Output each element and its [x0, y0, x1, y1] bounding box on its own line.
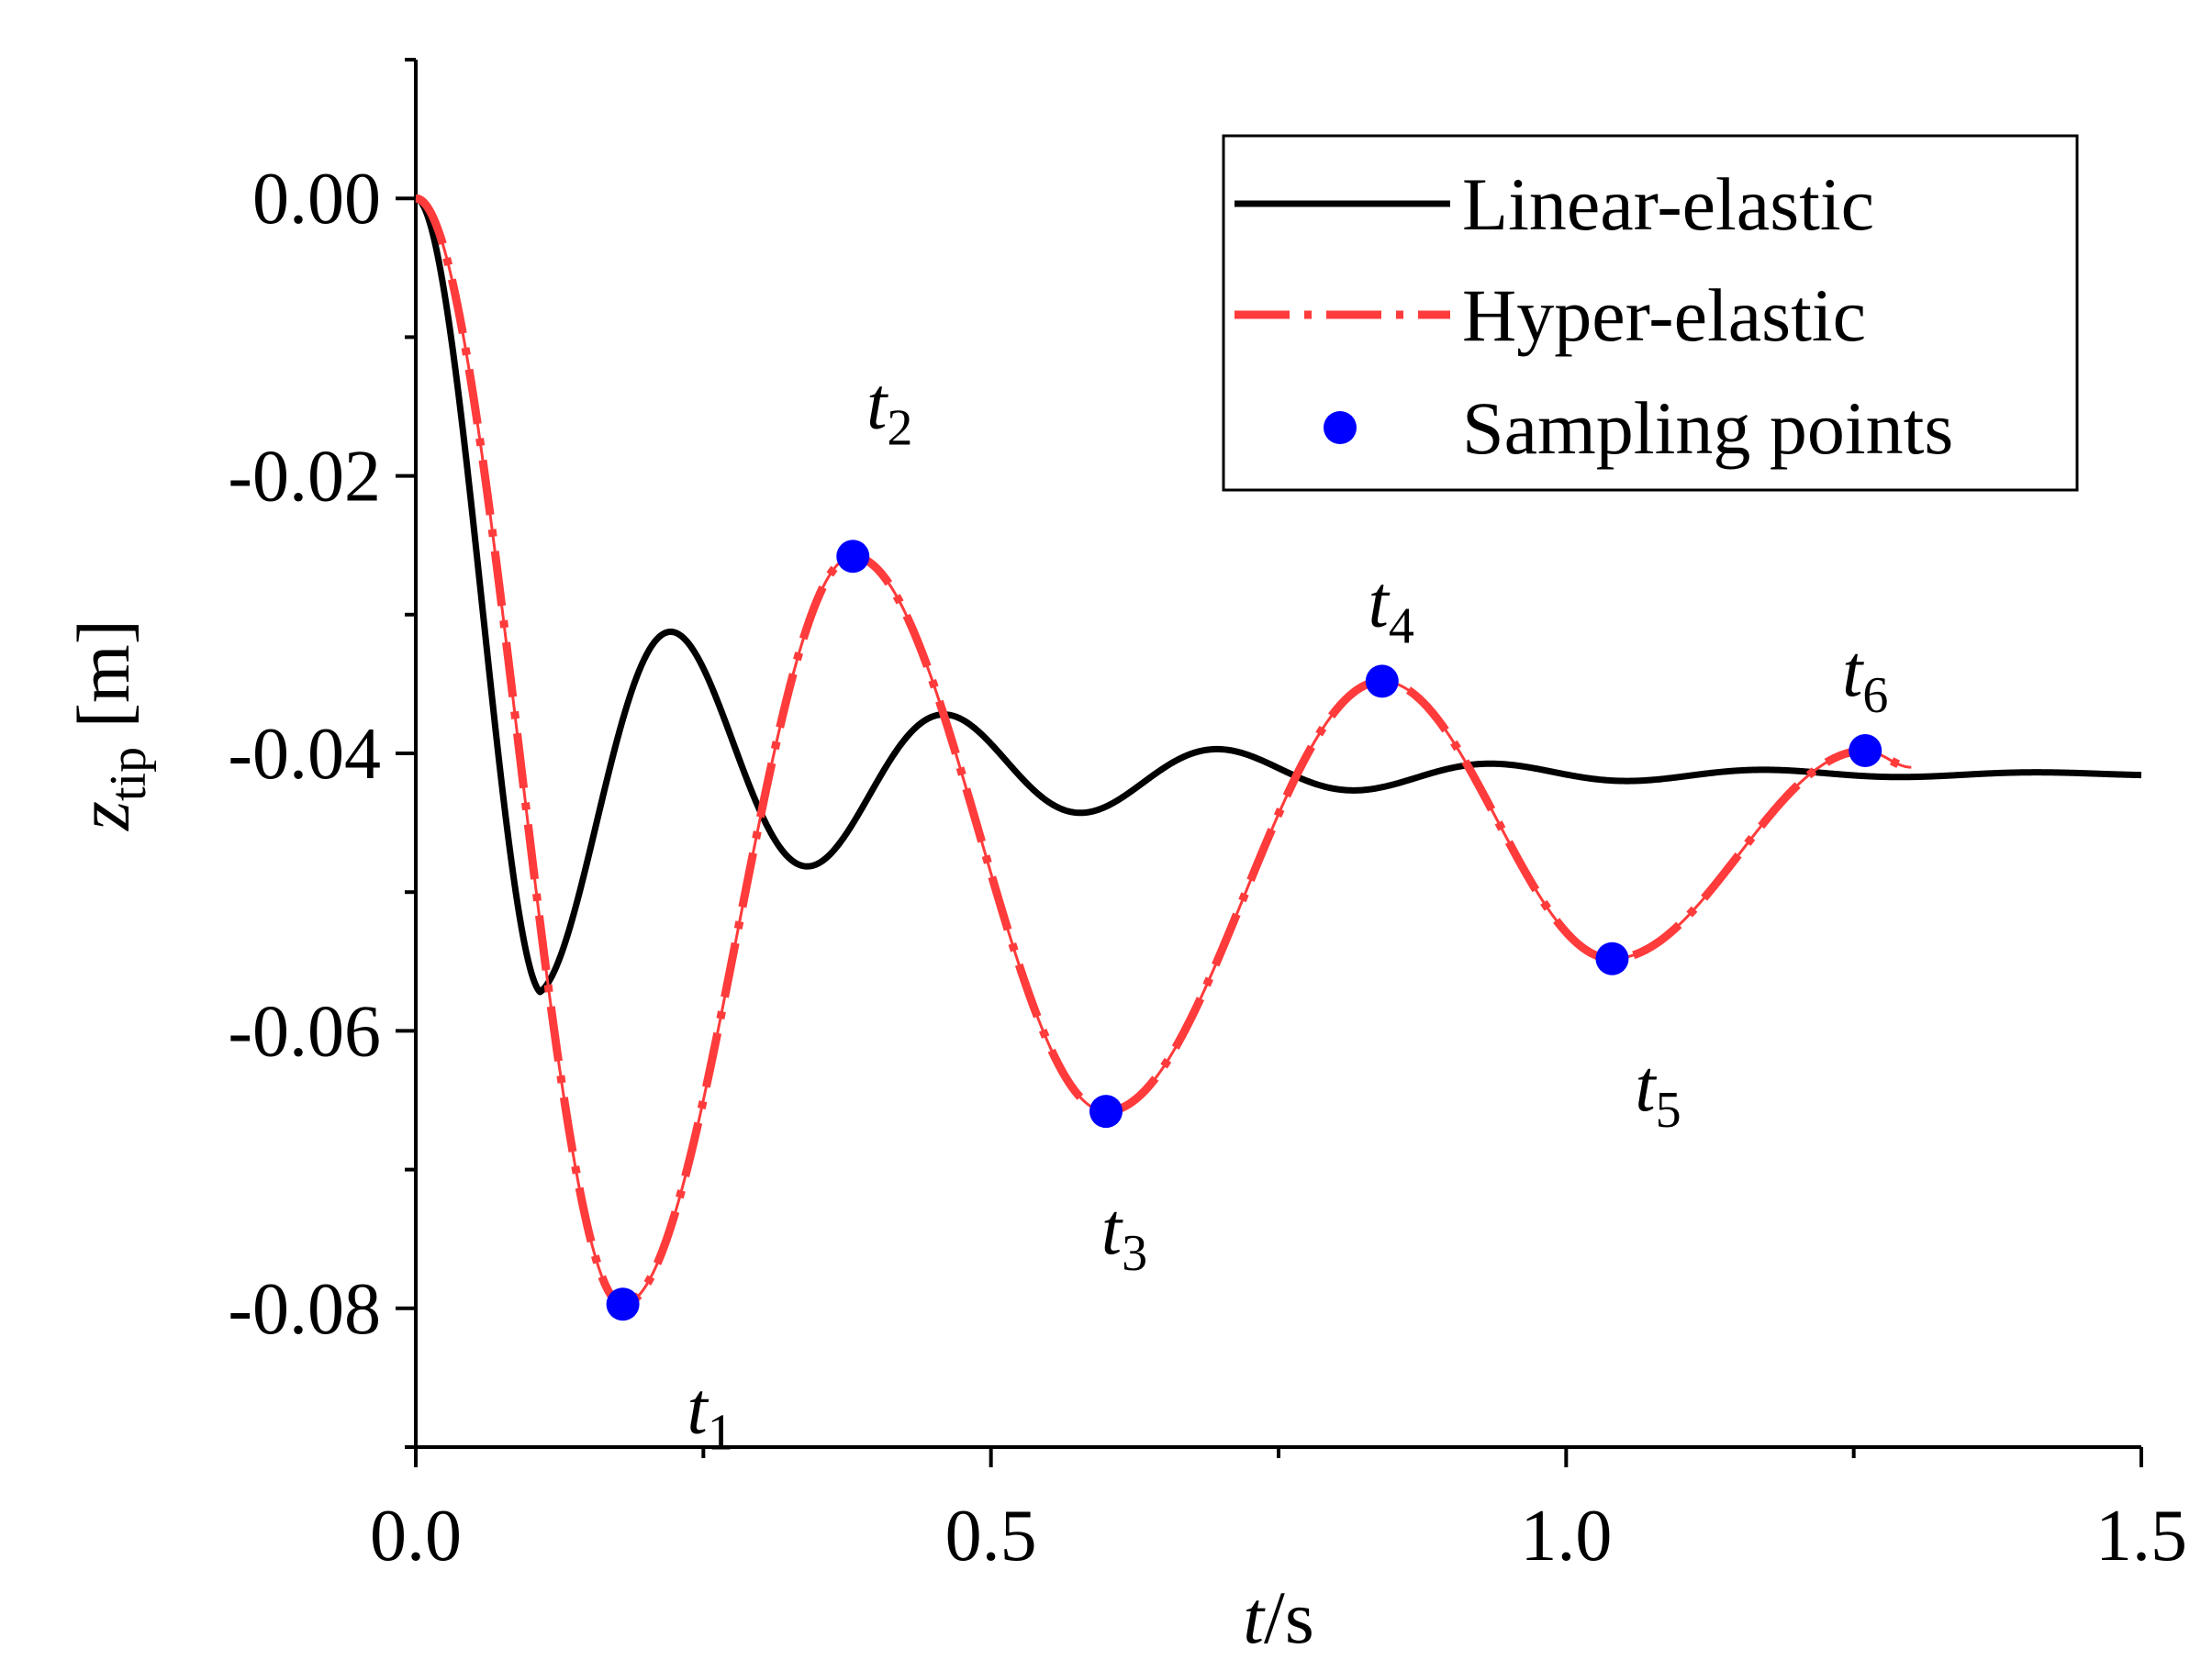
x-tick-label: 0.0	[370, 1496, 462, 1576]
series-line-hyper-elastic	[412, 194, 1915, 1309]
x-tick-label: 0.5	[945, 1496, 1037, 1576]
sampling-point-label-4: t4	[1369, 562, 1414, 654]
sampling-point-6	[1849, 733, 1882, 767]
y-tick-label: -0.06	[228, 991, 381, 1072]
sampling-point-label-5: t5	[1635, 1046, 1681, 1139]
legend-label-hyper-elastic: Hyper-elastic	[1462, 273, 1866, 357]
legend: Linear-elastic Hyper-elastic Sampling poin…	[1222, 134, 2079, 492]
legend-label-linear-elastic: Linear-elastic	[1462, 162, 1874, 246]
y-tick-label: 0.00	[252, 159, 381, 240]
sampling-point-label-2: t2	[866, 363, 912, 456]
y-tick-label: -0.08	[228, 1269, 381, 1350]
sampling-point-4	[1365, 664, 1399, 698]
legend-sample-sampling-points	[1324, 411, 1357, 444]
y-axis-label: ztip [m]	[61, 619, 157, 831]
sampling-point-3	[1089, 1095, 1123, 1129]
sampling-point-label-1: t1	[687, 1368, 732, 1461]
sampling-point-5	[1595, 941, 1629, 975]
sampling-point-label-6: t6	[1842, 631, 1888, 724]
series-line-linear-elastic	[413, 195, 2144, 996]
x-tick-label: 1.5	[2095, 1496, 2187, 1576]
y-tick-label: -0.04	[228, 714, 381, 795]
sampling-point-label-3: t3	[1101, 1189, 1147, 1282]
x-axis-label: t/s	[1243, 1576, 1314, 1659]
y-tick-label: -0.02	[228, 437, 381, 518]
legend-label-sampling-points: Sampling points	[1462, 386, 1953, 470]
sampling-point-2	[836, 540, 870, 574]
sampling-point-1	[606, 1287, 640, 1321]
x-tick-label: 1.0	[1520, 1496, 1612, 1576]
